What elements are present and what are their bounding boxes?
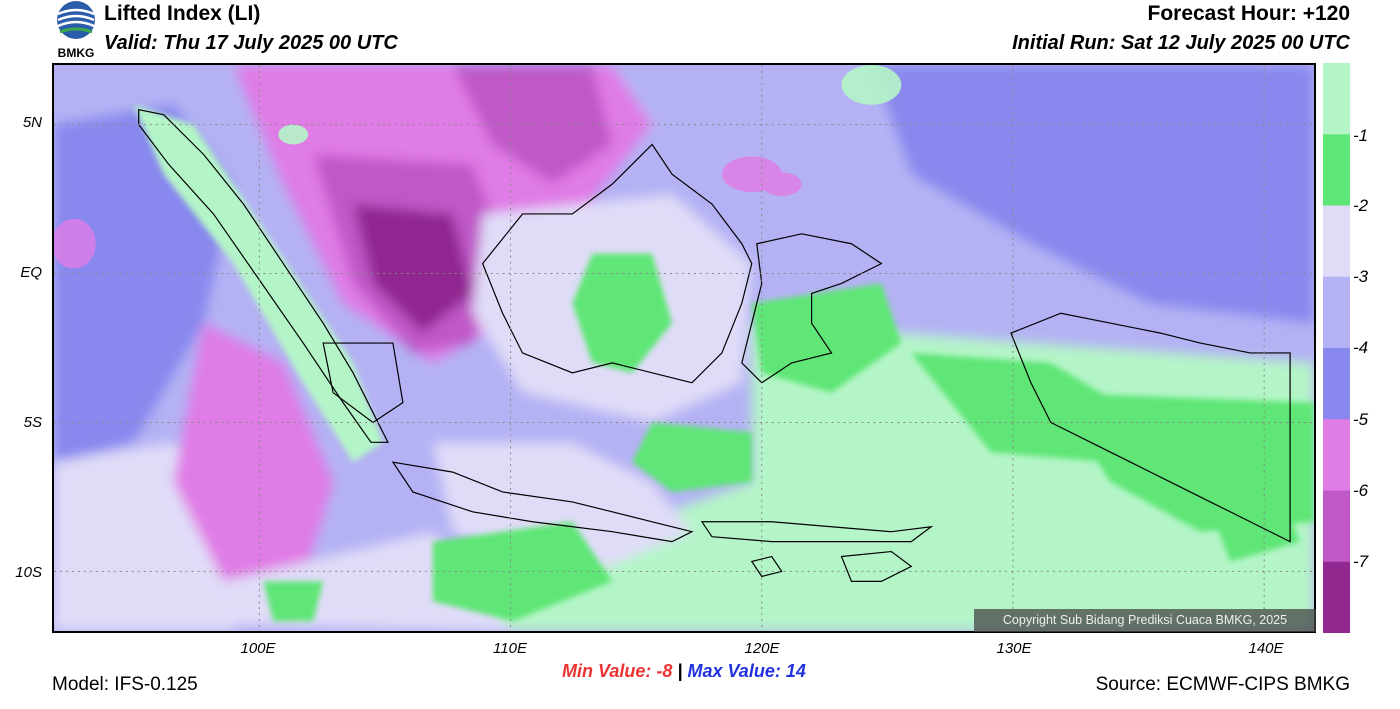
initial-run: Initial Run: Sat 12 July 2025 00 UTC bbox=[1012, 32, 1350, 54]
legend-label: -1 bbox=[1353, 126, 1369, 145]
legend-label: -2 bbox=[1353, 196, 1369, 215]
x-tick-label: 140E bbox=[1248, 640, 1284, 657]
max-label: Max Value: bbox=[687, 661, 781, 681]
x-tick-label: 100E bbox=[240, 640, 276, 657]
y-tick-label: 5N bbox=[22, 114, 42, 131]
legend-label: -5 bbox=[1353, 410, 1369, 429]
legend-swatch bbox=[1323, 63, 1350, 135]
legend-label: -3 bbox=[1353, 267, 1369, 286]
min-value: -8 bbox=[656, 661, 673, 681]
legend-swatch bbox=[1323, 419, 1350, 491]
min-max-values: Min Value: -8 | Max Value: 14 bbox=[562, 661, 806, 682]
x-tick-label: 110E bbox=[493, 640, 527, 657]
legend-label: -6 bbox=[1353, 481, 1369, 500]
valid-time: Valid: Thu 17 July 2025 00 UTC bbox=[104, 32, 398, 54]
source-label: Source: ECMWF-CIPS BMKG bbox=[1095, 674, 1350, 695]
x-tick-label: 130E bbox=[996, 640, 1032, 657]
legend-swatch bbox=[1323, 348, 1350, 420]
y-tick-label: 5S bbox=[23, 414, 42, 431]
legend-swatch bbox=[1323, 134, 1350, 206]
svg-text:BMKG: BMKG bbox=[58, 46, 95, 60]
color-legend bbox=[1323, 63, 1350, 633]
forecast-hour: Forecast Hour: +120 bbox=[1147, 2, 1351, 25]
max-value: 14 bbox=[785, 661, 806, 681]
legend-swatch bbox=[1323, 205, 1350, 278]
x-tick-label: 120E bbox=[744, 640, 780, 657]
copyright-box: Copyright Sub Bidang Prediksi Cuaca BMKG… bbox=[974, 609, 1316, 632]
map-title: Lifted Index (LI) bbox=[104, 2, 261, 25]
legend-swatch bbox=[1323, 490, 1350, 563]
legend-label: -7 bbox=[1353, 552, 1369, 571]
legend-label: -4 bbox=[1353, 338, 1369, 357]
y-tick-label: 10S bbox=[15, 564, 42, 581]
lifted-index-map bbox=[52, 63, 1316, 633]
legend-swatch bbox=[1323, 276, 1350, 349]
model-label: Model: IFS-0.125 bbox=[52, 674, 198, 695]
min-label: Min Value: bbox=[562, 661, 652, 681]
legend-swatch bbox=[1323, 561, 1350, 633]
y-tick-label: EQ bbox=[20, 264, 42, 281]
bmkg-logo: BMKG bbox=[57, 1, 95, 60]
separator: | bbox=[677, 661, 683, 681]
